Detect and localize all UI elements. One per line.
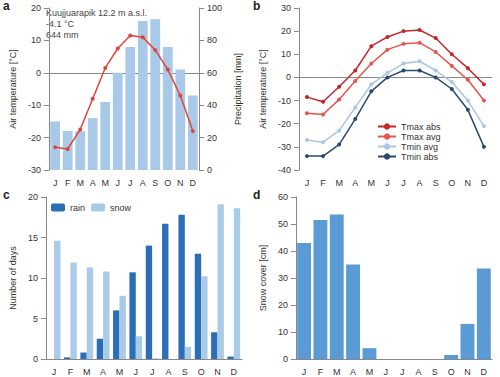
svg-text:100: 100 (207, 3, 222, 13)
svg-text:-30: -30 (278, 142, 291, 152)
svg-text:0: 0 (36, 68, 41, 78)
svg-text:M: M (335, 178, 343, 188)
svg-text:-40: -40 (278, 165, 291, 175)
svg-text:A: A (100, 367, 106, 377)
svg-text:O: O (448, 178, 455, 188)
svg-text:-20: -20 (278, 119, 291, 129)
svg-text:60: 60 (207, 68, 217, 78)
svg-text:50: 50 (278, 219, 288, 229)
svg-text:F: F (318, 367, 324, 377)
svg-text:-4.1 °C: -4.1 °C (46, 19, 75, 29)
svg-text:A: A (90, 178, 96, 188)
svg-text:N: N (214, 367, 221, 377)
svg-text:N: N (464, 367, 471, 377)
svg-text:Snow cover [cm]: Snow cover [cm] (258, 245, 268, 312)
svg-text:J: J (115, 178, 120, 188)
svg-text:0: 0 (286, 72, 291, 82)
svg-text:d: d (253, 189, 260, 202)
svg-text:20: 20 (281, 26, 291, 36)
svg-text:-10: -10 (278, 96, 291, 106)
svg-text:S: S (432, 367, 438, 377)
svg-text:J: J (128, 178, 133, 188)
svg-text:10: 10 (28, 273, 38, 283)
svg-text:10: 10 (31, 35, 41, 45)
svg-text:D: D (190, 178, 197, 188)
svg-text:Tmin avg: Tmin avg (401, 142, 438, 152)
svg-text:20: 20 (28, 192, 38, 202)
svg-text:0: 0 (207, 165, 212, 175)
svg-text:-20: -20 (28, 133, 41, 143)
svg-text:-10: -10 (28, 100, 41, 110)
svg-text:J: J (150, 367, 155, 377)
svg-text:60: 60 (278, 192, 288, 202)
svg-text:A: A (352, 178, 358, 188)
svg-text:b: b (253, 0, 260, 13)
svg-text:80: 80 (207, 35, 217, 45)
svg-text:Air temperature [°C]: Air temperature [°C] (258, 49, 268, 129)
svg-text:Tmin abs: Tmin abs (401, 152, 439, 162)
svg-text:N: N (177, 178, 184, 188)
svg-text:A: A (417, 178, 423, 188)
svg-text:J: J (400, 367, 405, 377)
svg-text:644 mm: 644 mm (46, 30, 79, 40)
svg-text:5: 5 (33, 314, 38, 324)
svg-text:F: F (65, 178, 71, 188)
svg-text:c: c (3, 189, 10, 202)
svg-text:D: D (481, 178, 488, 188)
svg-text:S: S (433, 178, 439, 188)
svg-text:J: J (52, 367, 57, 377)
svg-text:N: N (465, 178, 472, 188)
svg-text:J: J (385, 178, 390, 188)
svg-text:J: J (134, 367, 139, 377)
svg-text:D: D (231, 367, 238, 377)
svg-text:20: 20 (278, 300, 288, 310)
svg-text:F: F (320, 178, 326, 188)
svg-text:M: M (116, 367, 124, 377)
svg-text:J: J (53, 178, 58, 188)
svg-text:40: 40 (278, 246, 288, 256)
svg-text:rain: rain (70, 203, 85, 213)
svg-text:10: 10 (278, 327, 288, 337)
svg-text:20: 20 (31, 3, 41, 13)
svg-text:S: S (152, 178, 158, 188)
svg-text:Tmax abs: Tmax abs (401, 122, 441, 132)
svg-text:Number of days: Number of days (8, 246, 18, 310)
svg-text:M: M (368, 178, 376, 188)
svg-text:0: 0 (33, 354, 38, 364)
svg-text:A: A (350, 367, 356, 377)
svg-text:J: J (384, 367, 389, 377)
svg-text:D: D (481, 367, 488, 377)
svg-text:A: A (415, 367, 421, 377)
svg-text:Air temperature [°C]: Air temperature [°C] (8, 49, 18, 129)
svg-text:J: J (302, 367, 307, 377)
svg-text:M: M (76, 178, 84, 188)
svg-text:Precipitation [mm]: Precipitation [mm] (233, 53, 243, 125)
svg-text:J: J (401, 178, 406, 188)
svg-text:S: S (182, 367, 188, 377)
svg-text:30: 30 (281, 3, 291, 13)
svg-text:O: O (198, 367, 205, 377)
svg-text:J: J (305, 178, 310, 188)
svg-text:40: 40 (207, 100, 217, 110)
svg-text:snow: snow (110, 203, 132, 213)
svg-text:M: M (333, 367, 341, 377)
svg-text:a: a (3, 0, 10, 13)
svg-text:M: M (83, 367, 91, 377)
svg-text:Kuujjuarapik 12.2 m a.s.l.: Kuujjuarapik 12.2 m a.s.l. (46, 8, 147, 18)
svg-text:10: 10 (281, 49, 291, 59)
svg-text:M: M (101, 178, 109, 188)
svg-text:A: A (140, 178, 146, 188)
svg-text:0: 0 (283, 354, 288, 364)
svg-text:M: M (366, 367, 374, 377)
svg-text:15: 15 (28, 233, 38, 243)
svg-text:-30: -30 (28, 165, 41, 175)
svg-text:O: O (164, 178, 171, 188)
svg-text:20: 20 (207, 133, 217, 143)
svg-text:F: F (68, 367, 74, 377)
svg-text:O: O (448, 367, 455, 377)
svg-text:A: A (165, 367, 171, 377)
svg-text:30: 30 (278, 273, 288, 283)
svg-text:Tmax avg: Tmax avg (401, 132, 441, 142)
